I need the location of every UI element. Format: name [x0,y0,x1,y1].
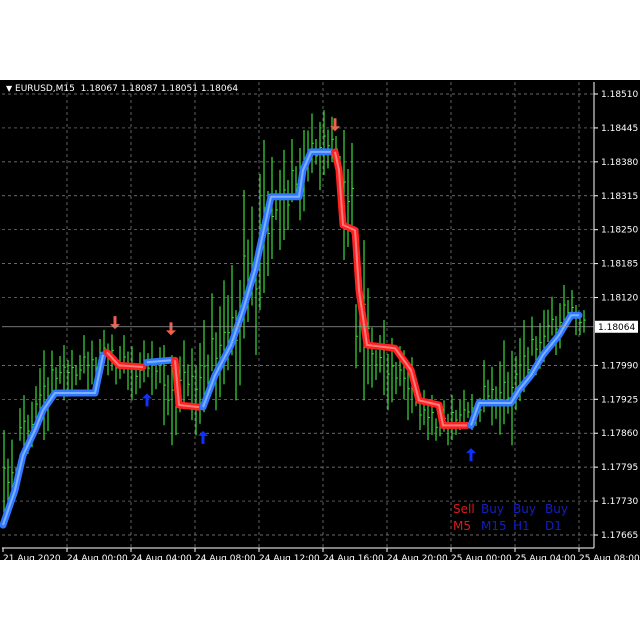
legend-sell-label: Sell [453,502,475,516]
current-price-label: 1.18064 [598,323,635,333]
trend-lines [0,148,583,529]
legend-row: Sell Buy Buy Buy [453,498,577,516]
y-tick-label: 1.18250 [601,226,638,236]
axes: 1.18510 1.18445 1.18380 1.18315 1.18250 1.181… [2,82,640,564]
sell-trend-line-highlight [106,351,144,368]
signal-arrows [110,118,476,462]
x-tick-label: 24 Aug 00:00 [67,554,128,564]
symbol-title: EURUSD,M15 [15,84,75,94]
ohlc-values: 1.18067 1.18087 1.18051 1.18064 [80,84,239,94]
x-tick-label: 25 Aug 08:00 [579,554,640,564]
x-tick-label: 24 Aug 20:00 [387,554,448,564]
y-tick-label: 1.17665 [601,531,638,541]
grid [2,82,594,548]
legend-buy-label: D1 [545,519,562,533]
x-tick-label: 25 Aug 00:00 [451,554,512,564]
price-bars [3,110,586,526]
buy-trend-line-highlight [2,354,104,526]
sell-trend-line-highlight [174,360,200,409]
current-price-marker: 1.18064 [2,320,638,333]
buy-trend-line-highlight [146,359,172,364]
y-tick-label: 1.18315 [601,192,638,202]
x-tick-label: 24 Aug 16:00 [323,554,384,564]
legend-buy-label: Buy [545,502,568,516]
current-price-box [595,320,638,333]
sell-arrow-icon [110,316,120,330]
y-tick-label: 1.18510 [601,90,638,100]
x-tick-label: 21 Aug 2020 [3,554,61,564]
y-tick-label: 1.17730 [601,497,638,507]
y-tick-label: 1.17860 [601,429,638,439]
dropdown-triangle-icon[interactable]: ▼ [6,84,13,93]
legend-buy-label: Buy [513,502,536,516]
x-tick-label: 25 Aug 04:00 [515,554,576,564]
chart-header: ▼ EURUSD,M15 1.18067 1.18087 1.18051 1.1… [6,84,238,94]
legend-sell-label: M5 [453,519,471,533]
buy-arrow-icon [198,430,208,444]
signal-legend: Sell Buy Buy Buy M5 M15 H1 D1 [453,498,577,533]
legend-buy-label: Buy [481,502,504,516]
buy-arrow-icon [142,393,152,407]
y-tick-label: 1.18120 [601,294,638,304]
legend-buy-label: H1 [513,519,530,533]
y-tick-label: 1.18185 [601,260,638,270]
sell-arrow-icon [166,322,176,336]
y-tick-label: 1.17990 [601,361,638,371]
y-tick-label: 1.18380 [601,158,638,168]
buy-trend-line-highlight [470,314,579,426]
buy-arrow-icon [466,448,476,462]
legend-buy-label: M15 [481,519,507,533]
buy-trend-line-highlight [202,150,331,408]
legend-row: M5 M15 H1 D1 [453,515,577,533]
y-tick-label: 1.17925 [601,395,638,405]
x-tick-label: 24 Aug 04:00 [131,554,192,564]
sell-trend-line-highlight [334,151,467,427]
y-tick-label: 1.17795 [601,463,638,473]
y-tick-label: 1.18445 [601,124,638,134]
sell-trend-line [331,148,471,429]
buy-trend-line [199,148,335,411]
x-tick-label: 24 Aug 08:00 [195,554,256,564]
sell-arrow-icon [330,118,340,132]
x-tick-label: 24 Aug 12:00 [259,554,320,564]
buy-trend-line [467,311,583,429]
